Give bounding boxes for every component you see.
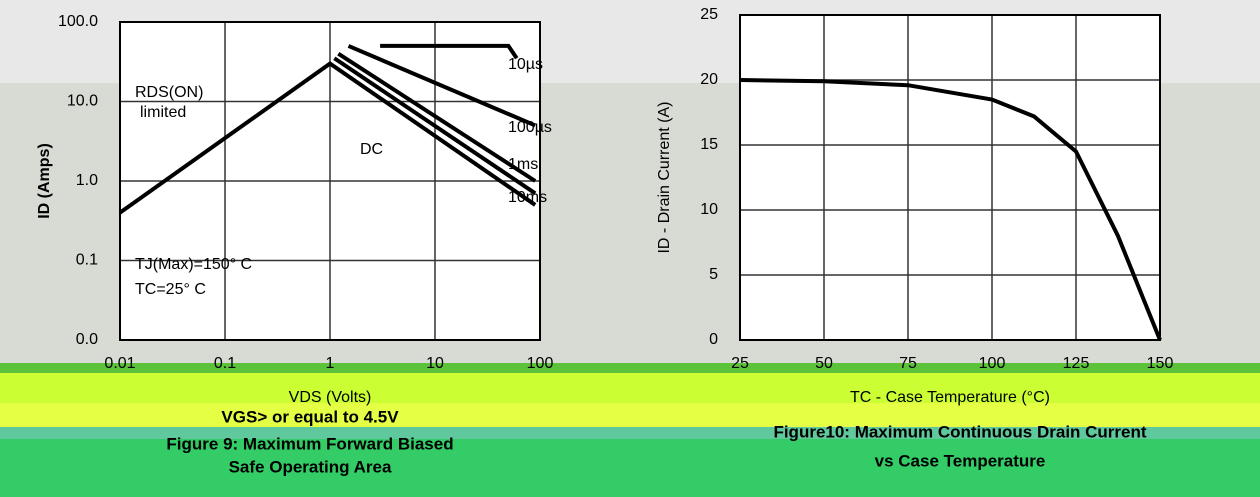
band — [0, 373, 1260, 403]
x-axis-label: TC - Case Temperature (°C) — [850, 389, 1050, 406]
y-tick-label: 0 — [709, 331, 718, 348]
y-axis-label: ID - Drain Current (A) — [656, 101, 673, 253]
band — [0, 363, 1260, 373]
y-tick-label: 10 — [700, 201, 718, 218]
x-tick-label: 0.01 — [104, 355, 135, 372]
series-line — [380, 43, 519, 60]
y-tick-label: 15 — [700, 136, 718, 153]
series-line — [739, 78, 1162, 341]
annotation: limited — [140, 104, 186, 121]
caption: vs Case Temperature — [875, 451, 1046, 470]
annotation: TJ(Max)=150° C — [135, 256, 252, 273]
x-tick-label: 1 — [326, 355, 335, 372]
band — [0, 427, 1260, 439]
x-tick-label: 25 — [731, 355, 749, 372]
y-tick-label: 20 — [700, 71, 718, 88]
y-tick-label: 1.0 — [76, 172, 98, 189]
band — [0, 439, 1260, 497]
y-tick-label: 10.0 — [67, 93, 98, 110]
caption: Figure 9: Maximum Forward Biased — [166, 434, 453, 453]
series-line — [337, 51, 537, 183]
x-tick-label: 50 — [815, 355, 833, 372]
y-tick-label: 0.1 — [76, 252, 98, 269]
y-tick-label: 100.0 — [58, 13, 98, 30]
series-label: 1ms — [508, 156, 538, 173]
x-axis-label: VDS (Volts) — [289, 389, 372, 406]
x-tick-label: 100 — [527, 355, 554, 372]
caption: Figure10: Maximum Continuous Drain Curre… — [773, 422, 1146, 441]
annotation: RDS(ON) — [135, 84, 203, 101]
series-line — [333, 56, 537, 195]
band — [0, 403, 1260, 427]
x-tick-label: 100 — [979, 355, 1006, 372]
series-label: 100µs — [508, 119, 552, 136]
series-label: DC — [360, 141, 383, 158]
y-tick-label: 0.0 — [76, 331, 98, 348]
x-tick-label: 75 — [899, 355, 917, 372]
x-tick-label: 150 — [1147, 355, 1174, 372]
caption: Safe Operating Area — [229, 457, 392, 476]
y-axis-label: ID (Amps) — [36, 143, 53, 219]
x-tick-label: 125 — [1063, 355, 1090, 372]
x-tick-label: 0.1 — [214, 355, 236, 372]
series-line — [347, 44, 536, 128]
caption: VGS> or equal to 4.5V — [221, 407, 399, 426]
annotation: TC=25° C — [135, 281, 206, 298]
plot-frame — [739, 14, 1161, 341]
plot-frame — [119, 21, 541, 341]
series-label: 10µs — [508, 56, 543, 73]
plot-area — [740, 15, 1160, 340]
y-tick-label: 5 — [709, 266, 718, 283]
y-tick-label: 25 — [700, 6, 718, 23]
series-line — [118, 61, 537, 215]
x-tick-label: 10 — [426, 355, 444, 372]
